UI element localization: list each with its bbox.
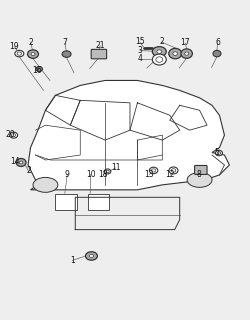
Text: 7: 7 (62, 38, 67, 47)
Ellipse shape (104, 169, 111, 174)
Text: 18: 18 (98, 170, 108, 179)
Text: 10: 10 (86, 170, 96, 179)
Text: 9: 9 (65, 170, 70, 179)
Ellipse shape (216, 150, 222, 156)
Text: 8: 8 (197, 170, 202, 179)
Ellipse shape (16, 158, 26, 166)
Text: 12: 12 (166, 170, 175, 179)
Ellipse shape (152, 54, 166, 65)
Ellipse shape (181, 49, 192, 58)
Text: 14: 14 (10, 157, 20, 166)
Ellipse shape (86, 252, 98, 260)
Ellipse shape (15, 50, 24, 57)
Ellipse shape (152, 47, 166, 57)
Text: 11: 11 (111, 163, 120, 172)
Ellipse shape (185, 52, 189, 55)
Text: 16: 16 (33, 66, 42, 75)
Ellipse shape (62, 51, 71, 57)
Text: 4: 4 (138, 54, 142, 63)
Text: 2: 2 (26, 166, 31, 175)
FancyBboxPatch shape (56, 194, 76, 210)
Text: 3: 3 (138, 46, 142, 55)
Ellipse shape (187, 172, 212, 187)
FancyBboxPatch shape (91, 49, 106, 59)
Text: 1: 1 (70, 256, 75, 265)
Text: 21: 21 (96, 41, 105, 50)
Ellipse shape (169, 48, 182, 59)
Text: 15: 15 (135, 37, 145, 46)
Polygon shape (28, 80, 230, 190)
Text: 17: 17 (180, 38, 190, 47)
Text: 5: 5 (214, 148, 219, 156)
Ellipse shape (149, 167, 158, 174)
Text: 2: 2 (28, 38, 33, 47)
Ellipse shape (213, 50, 221, 57)
Ellipse shape (10, 132, 18, 138)
Text: 6: 6 (215, 38, 220, 47)
Ellipse shape (28, 50, 38, 58)
Text: 13: 13 (144, 170, 154, 179)
Ellipse shape (173, 52, 178, 55)
Text: 20: 20 (5, 130, 15, 139)
Ellipse shape (33, 177, 58, 192)
Ellipse shape (31, 52, 35, 56)
Ellipse shape (157, 50, 162, 53)
Text: 19: 19 (10, 42, 19, 51)
Ellipse shape (19, 161, 23, 164)
FancyBboxPatch shape (194, 165, 207, 174)
Ellipse shape (89, 254, 94, 258)
FancyBboxPatch shape (88, 194, 109, 210)
Ellipse shape (169, 167, 178, 174)
Text: 2: 2 (160, 37, 164, 46)
Ellipse shape (36, 67, 43, 71)
